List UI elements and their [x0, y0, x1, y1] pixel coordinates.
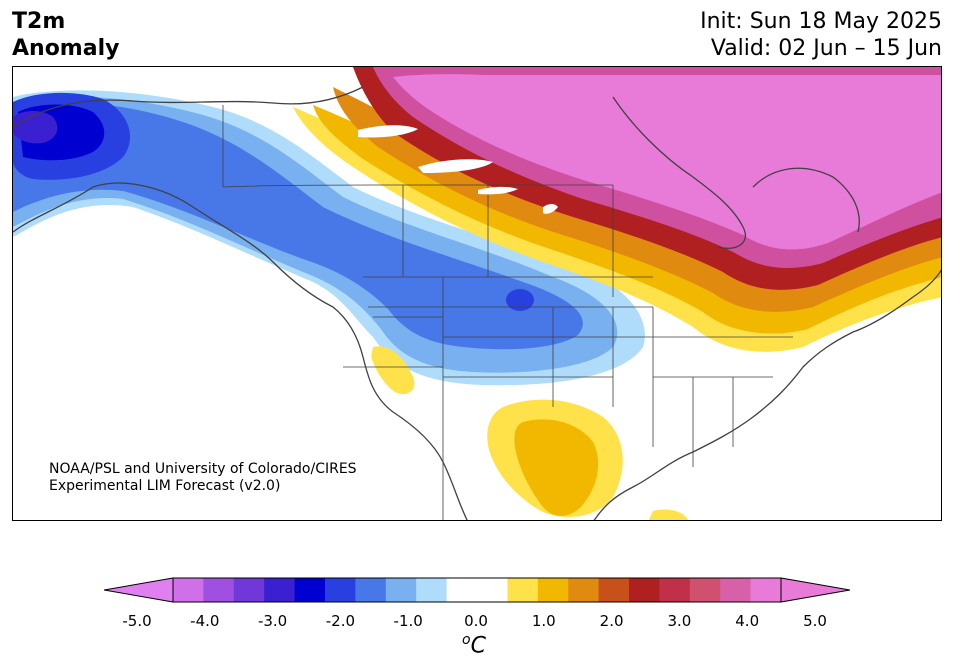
political-borders	[222, 105, 793, 520]
colorbar-tick-label: 1.0	[531, 612, 556, 630]
colorbar-cell	[659, 578, 691, 602]
colorbar-tick-label: 3.0	[667, 612, 692, 630]
colorbar-tick-label: -2.0	[325, 612, 356, 630]
colorbar-cell	[233, 578, 265, 602]
credit-line-1: NOAA/PSL and University of Colorado/CIRE…	[49, 461, 357, 477]
colorbar-tick-label: 0.0	[464, 612, 488, 630]
warm-spot-florida	[648, 509, 688, 520]
colorbar-underflow-arrow	[104, 577, 174, 603]
cold-spot-plains	[506, 289, 534, 311]
colorbar-cell	[689, 578, 721, 602]
colorbar-outline	[172, 577, 782, 603]
colorbar-cell	[750, 578, 782, 602]
colorbar-tick-label: -5.0	[122, 612, 152, 630]
cold-core-purple	[13, 111, 58, 144]
forecast-dates: Init: Sun 18 May 2025 Valid: 02 Jun – 15…	[700, 8, 942, 62]
colorbar-cell	[385, 578, 417, 602]
colorbar-tick-label: 5.0	[803, 612, 827, 630]
colorbar-cell	[568, 578, 600, 602]
unit-degree: o	[462, 632, 471, 648]
anomaly-map-graphic	[13, 67, 941, 520]
credit-line-2: Experimental LIM Forecast (v2.0)	[49, 478, 281, 494]
hot-max-region	[393, 74, 941, 250]
colorbar-ticks: -5.0 -4.0 -3.0 -2.0 -1.0 0.0 1.0 2.0 3.0 4.0 5.0	[104, 612, 850, 632]
title-quantity: Anomaly	[12, 36, 120, 61]
colorbar-cell	[294, 578, 326, 602]
title-variable: T2m	[12, 9, 66, 34]
colorbar-cell	[537, 578, 569, 602]
coastline	[13, 86, 941, 520]
colorbar-cell	[416, 578, 448, 602]
colorbar-cells	[173, 578, 782, 602]
colorbar-cell	[629, 578, 660, 602]
unit-celsius: C	[470, 633, 486, 659]
colorbar-cell	[325, 578, 356, 602]
warm-spot-southwest-core	[514, 419, 599, 516]
colorbar-cell	[355, 578, 387, 602]
colorbar-unit-label: oC	[462, 632, 486, 658]
colorbar-cell	[446, 578, 478, 602]
colorbar-cell	[173, 578, 204, 602]
colorbar-tick-label: -3.0	[257, 612, 288, 630]
colorbar-cell	[507, 578, 539, 602]
colorbar-cell	[598, 578, 630, 602]
colorbar-cell	[203, 578, 235, 602]
colorbar-tick-label: 2.0	[599, 612, 624, 630]
colorbar-cell	[720, 578, 752, 602]
colorbar-cell	[264, 578, 296, 602]
colorbar-tick-label: 4.0	[735, 612, 760, 630]
colorbar-tick-label: -4.0	[190, 612, 220, 630]
map-title: T2m Anomaly	[12, 8, 119, 62]
cold-region	[13, 102, 583, 350]
valid-period: Valid: 02 Jun – 15 Jun	[710, 36, 942, 61]
init-date: Init: Sun 18 May 2025	[700, 9, 942, 34]
colorbar	[104, 577, 850, 603]
warm-spot-california	[371, 346, 415, 395]
anomaly-map	[12, 66, 942, 521]
colorbar-cell	[477, 578, 508, 602]
credit-note: NOAA/PSL and University of Colorado/CIRE…	[49, 461, 357, 495]
colorbar-tick-label: -1.0	[393, 612, 423, 630]
colorbar-overflow-arrow	[780, 577, 850, 603]
lakes	[358, 125, 558, 214]
